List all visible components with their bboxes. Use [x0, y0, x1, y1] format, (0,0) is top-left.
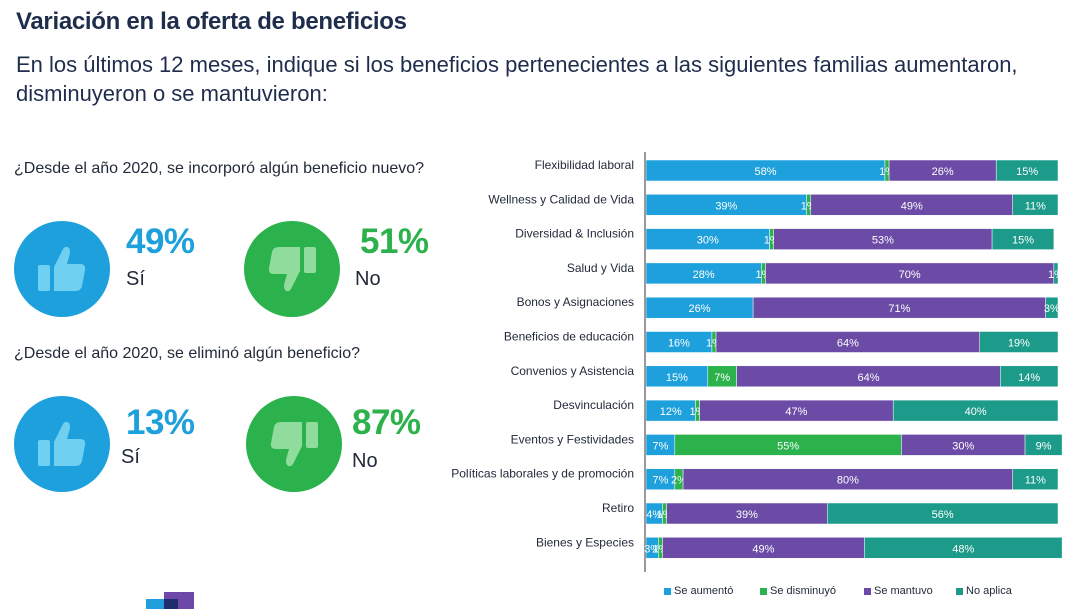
bar-segment — [1045, 296, 1059, 319]
data-label: 19% — [1008, 338, 1030, 350]
yes-percentage: 13% — [126, 403, 195, 442]
category-label: Retiro — [602, 501, 634, 515]
data-label: 70% — [899, 269, 921, 281]
data-label: 58% — [754, 166, 776, 178]
legend-label: Se disminuyó — [770, 585, 836, 597]
data-label: 48% — [952, 543, 974, 555]
data-label: 39% — [736, 509, 758, 521]
thumbs-up-icon — [14, 221, 110, 317]
thumbs-up-icon — [14, 396, 110, 492]
data-label: 9% — [1036, 440, 1052, 452]
data-label: 11% — [1025, 200, 1046, 212]
data-label: 39% — [715, 200, 737, 212]
thumbs-down-icon — [244, 221, 340, 317]
data-label: 49% — [901, 200, 923, 212]
data-label: 15% — [666, 372, 688, 384]
thumbs-down-icon-glyph — [268, 247, 316, 292]
thumbs-down-icon-glyph — [270, 422, 318, 467]
bar-segment — [827, 502, 1059, 525]
category-label: Desvinculación — [553, 398, 634, 412]
category-label: Beneficios de educación — [504, 330, 634, 344]
bar-segment — [1012, 194, 1059, 216]
data-label: 80% — [837, 475, 859, 487]
data-label: 26% — [689, 303, 711, 315]
bar-segment — [1053, 262, 1059, 285]
data-label: 40% — [965, 406, 987, 418]
page-title: Variación en la oferta de beneficios — [16, 8, 407, 35]
data-label: 7% — [652, 475, 668, 487]
page-subtitle: En los últimos 12 meses, indique si los … — [16, 52, 1018, 106]
category-label: Bienes y Especies — [536, 535, 634, 549]
data-label: 64% — [837, 338, 859, 350]
legend-label: No aplica — [966, 585, 1013, 597]
data-label: 55% — [777, 440, 799, 452]
question-removed-benefit: ¿Desde el año 2020, se eliminó algún ben… — [14, 345, 361, 362]
data-label: 15% — [1016, 166, 1038, 178]
bar-segment — [892, 399, 1059, 422]
legend-swatch — [760, 588, 767, 595]
data-label: 3% — [1044, 303, 1060, 315]
legend-swatch — [664, 588, 671, 595]
legend-label: Se aumentó — [674, 585, 733, 597]
category-label: Flexibilidad laboral — [535, 158, 634, 172]
no-percentage: 51% — [360, 222, 429, 261]
legend-label: Se mantuvo — [874, 585, 933, 597]
thumbs-up-icon-glyph — [38, 246, 86, 291]
data-label: 71% — [888, 303, 910, 315]
data-label: 14% — [1018, 372, 1040, 384]
data-label: 3% — [644, 543, 660, 555]
no-percentage: 87% — [352, 403, 421, 442]
data-label: 7% — [652, 440, 668, 452]
data-label: 15% — [1012, 235, 1034, 247]
data-label: 47% — [785, 406, 807, 418]
yes-percentage: 49% — [126, 222, 195, 261]
data-label: 30% — [952, 440, 974, 452]
bar-segment — [979, 331, 1059, 353]
category-label: Bonos y Asignaciones — [517, 295, 634, 309]
data-label: 30% — [697, 235, 719, 247]
category-label: Salud y Vida — [567, 261, 634, 275]
bar-segment — [1024, 434, 1063, 456]
thumbs-up-icon-glyph — [38, 421, 86, 466]
question-new-benefit: ¿Desde el año 2020, se incorporó algún b… — [14, 160, 425, 177]
data-label: 49% — [752, 543, 774, 555]
yes-label: Sí — [121, 446, 140, 468]
thumbs-down-icon — [246, 396, 342, 492]
data-label: 64% — [857, 372, 879, 384]
data-label: 53% — [872, 235, 894, 247]
bar-segment — [995, 159, 1059, 182]
legend-swatch — [956, 588, 963, 595]
category-label: Diversidad & Inclusión — [515, 227, 634, 241]
no-label: No — [352, 450, 378, 472]
data-label: 56% — [932, 509, 954, 521]
category-label: Eventos y Festividades — [511, 432, 634, 446]
bar-segment — [991, 228, 1055, 250]
bar-segment — [1012, 468, 1059, 490]
data-label: 16% — [668, 338, 690, 350]
bar-segment — [1000, 365, 1059, 388]
category-label: Políticas laborales y de promoción — [451, 467, 634, 481]
data-label: 7% — [714, 372, 730, 384]
category-label: Convenios y Asistencia — [511, 364, 635, 378]
data-label: 26% — [932, 166, 954, 178]
data-label: 11% — [1025, 475, 1046, 487]
bar-segment — [864, 537, 1063, 559]
data-label: 28% — [693, 269, 715, 281]
no-label: No — [355, 268, 381, 290]
data-label: 12% — [660, 406, 682, 418]
yes-label: Sí — [126, 268, 145, 290]
decor-block-navy — [164, 599, 178, 609]
data-label: 4% — [646, 509, 662, 521]
data-label: 1% — [1048, 269, 1064, 281]
category-label: Wellness y Calidad de Vida — [488, 192, 634, 206]
legend-swatch — [864, 588, 871, 595]
decor-block-blue — [146, 599, 164, 609]
